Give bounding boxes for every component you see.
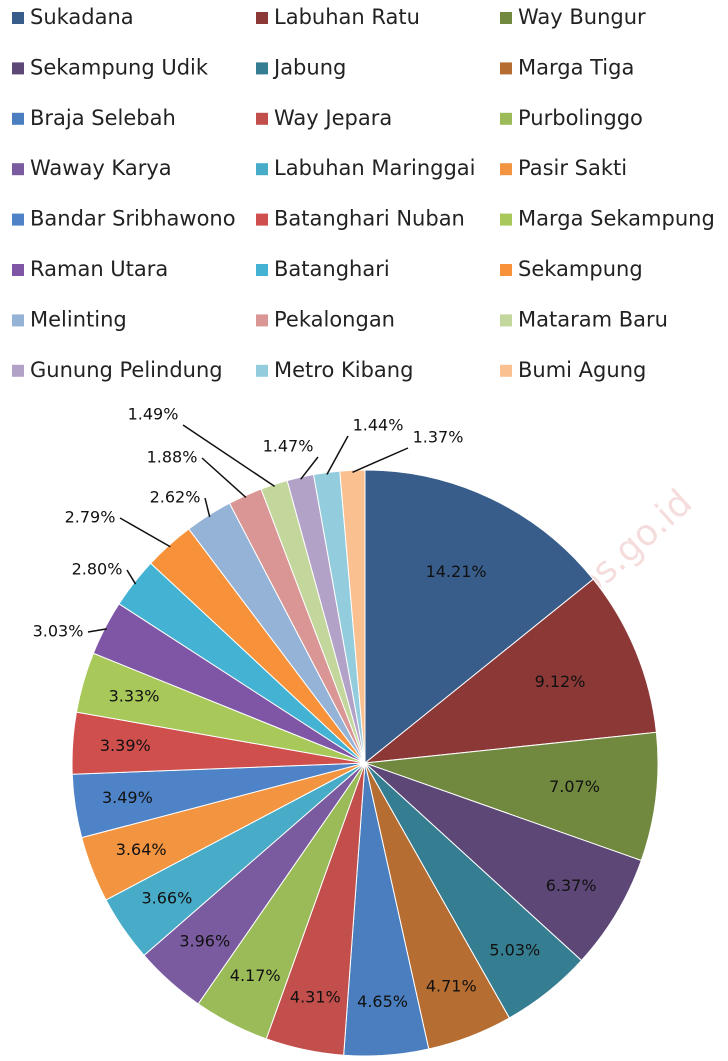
data-label: 2.79%	[65, 508, 116, 527]
legend-label: Batanghari	[274, 257, 390, 281]
legend-label: Purbolinggo	[518, 106, 643, 130]
legend-swatch	[256, 112, 268, 125]
legend-label: Braja Selebah	[30, 106, 176, 130]
legend-label: Sekampung	[518, 257, 643, 281]
data-label: 1.49%	[128, 405, 179, 424]
data-label: 3.66%	[141, 888, 192, 907]
legend-swatch	[500, 62, 512, 75]
data-label: 3.33%	[109, 686, 160, 705]
data-label: 1.44%	[353, 416, 404, 435]
leader-line	[119, 517, 171, 548]
legend-swatch	[500, 163, 512, 176]
pie-slice	[364, 469, 594, 765]
data-label: 4.17%	[230, 966, 281, 985]
legend-label: Sukadana	[30, 5, 134, 29]
data-label: 1.88%	[147, 448, 198, 467]
leader-line	[126, 569, 137, 585]
legend-label: Gunung Pelindung	[30, 358, 223, 382]
leader-line	[352, 447, 409, 473]
data-label: 5.03%	[489, 940, 540, 959]
legend-swatch	[12, 314, 24, 327]
legend-label: Metro Kibang	[274, 358, 413, 382]
legend-label: Jabung	[272, 55, 346, 79]
leader-line	[300, 456, 319, 480]
leader-line	[87, 628, 107, 633]
legend-swatch	[256, 163, 268, 176]
legend-swatch	[12, 213, 24, 226]
leader-line	[326, 435, 349, 475]
legend-swatch	[500, 364, 512, 377]
data-label: 3.64%	[116, 840, 167, 859]
legend-swatch	[500, 314, 512, 327]
legend-swatch	[12, 112, 24, 125]
leader-line	[201, 457, 247, 499]
data-label: 7.07%	[549, 777, 600, 796]
legend-swatch	[256, 364, 268, 377]
legend-label: Way Bungur	[518, 5, 646, 29]
legend-label: Marga Sekampung	[518, 207, 715, 231]
legend-label: Way Jepara	[274, 106, 392, 130]
data-label: 4.71%	[426, 977, 477, 996]
leader-line	[204, 497, 211, 518]
pie-slice	[364, 731, 659, 862]
legend-label: Bandar Sribhawono	[30, 207, 236, 231]
legend-label: Labuhan Ratu	[274, 5, 420, 29]
legend-label: Waway Karya	[30, 156, 172, 180]
legend-swatch	[12, 163, 24, 176]
data-label: 1.37%	[413, 428, 464, 447]
legend-label: Pekalongan	[274, 307, 395, 331]
data-label: 9.12%	[535, 672, 586, 691]
legend-label: Sekampung Udik	[30, 55, 209, 79]
legend-label: Pasir Sakti	[518, 156, 627, 180]
legend-label: Marga Tiga	[518, 55, 634, 79]
data-label: 2.80%	[72, 560, 123, 579]
data-label: 1.47%	[263, 437, 314, 456]
data-label: 3.03%	[33, 622, 84, 641]
data-label: 4.65%	[357, 992, 408, 1011]
legend-swatch	[12, 364, 24, 377]
legend-swatch	[12, 62, 24, 75]
legend-swatch	[256, 62, 268, 75]
legend-label: Raman Utara	[30, 257, 168, 281]
data-label: 3.49%	[102, 788, 153, 807]
legend-swatch	[500, 213, 512, 226]
legend-label: Melinting	[30, 307, 127, 331]
data-label: 3.39%	[100, 736, 151, 755]
legend-label: Bumi Agung	[518, 358, 646, 382]
legend-swatch	[256, 213, 268, 226]
data-label: 2.62%	[150, 488, 201, 507]
legend-swatch	[256, 12, 268, 24]
pie-slice	[339, 469, 366, 764]
legend-label: Mataram Baru	[518, 307, 668, 331]
pie-slice	[363, 578, 657, 764]
data-label: 14.21%	[426, 562, 487, 581]
leader-line	[182, 424, 276, 488]
pie-slice	[364, 762, 642, 962]
legend-swatch	[12, 264, 24, 276]
legend-label: Labuhan Maringgai	[274, 156, 476, 180]
legend-label: Batanghari Nuban	[274, 207, 465, 231]
legend-swatch	[500, 264, 512, 276]
data-label: 4.31%	[290, 988, 341, 1007]
legend-swatch	[12, 12, 24, 24]
legend-swatch	[500, 112, 512, 125]
legend-swatch	[500, 12, 512, 24]
legend-swatch	[256, 314, 268, 327]
data-label: 6.37%	[546, 876, 597, 895]
legend-swatch	[256, 264, 268, 276]
data-label: 3.96%	[179, 932, 230, 951]
